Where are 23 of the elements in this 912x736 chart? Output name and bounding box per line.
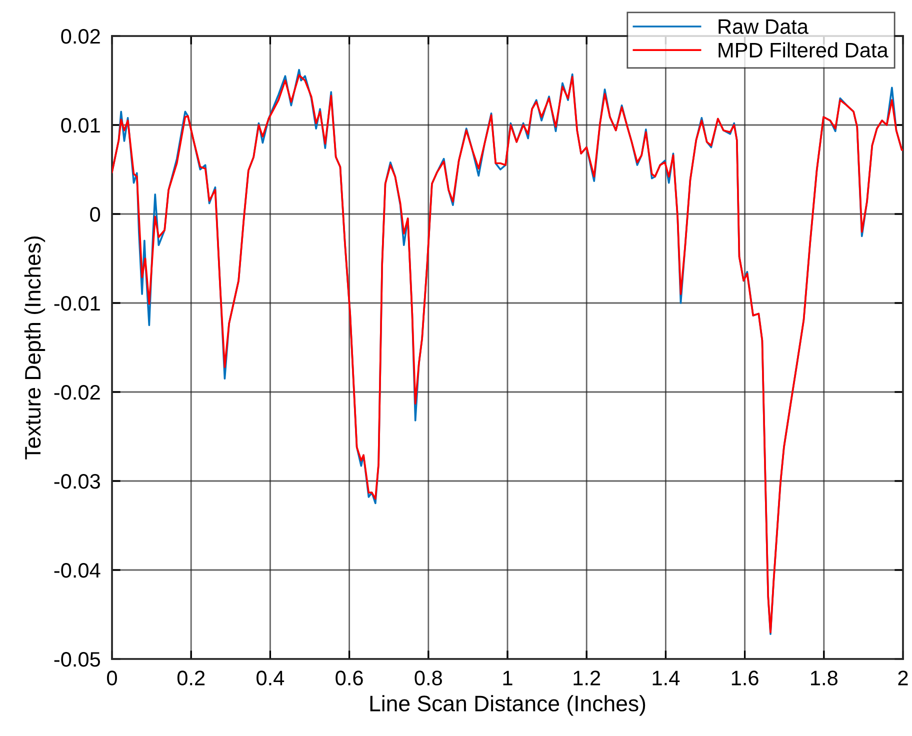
y-tick-label: -0.03: [54, 474, 100, 489]
y-tick-label: 0: [90, 207, 100, 222]
x-tick-label: 0.2: [177, 670, 205, 686]
y-tick-label: 0.01: [61, 118, 100, 133]
x-tick-label: 1.2: [574, 670, 600, 686]
y-axis-title: Texture Depth (Inches): [24, 236, 46, 460]
x-tick-label: 1: [503, 670, 512, 686]
y-tick-label: -0.04: [54, 563, 100, 578]
y-tick-label: -0.05: [54, 652, 100, 667]
x-tick-label: 1.6: [732, 670, 758, 686]
y-tick-label: -0.02: [54, 385, 100, 400]
y-tick-label: 0.02: [61, 29, 100, 44]
x-tick-label: 1.4: [652, 670, 680, 686]
legend-label: Raw Data: [718, 19, 808, 34]
x-axis-title: Line Scan Distance (Inches): [370, 695, 646, 716]
x-tick-label: 0.8: [414, 670, 442, 686]
legend-label: MPD Filtered Data: [718, 42, 888, 58]
x-tick-label: 1.8: [811, 670, 838, 686]
x-tick-label: 2: [898, 670, 908, 686]
x-tick-label: 0.4: [256, 670, 284, 686]
x-tick-label: 0.6: [336, 670, 363, 686]
x-tick-label: 0: [107, 670, 117, 686]
y-tick-label: -0.01: [54, 296, 100, 311]
